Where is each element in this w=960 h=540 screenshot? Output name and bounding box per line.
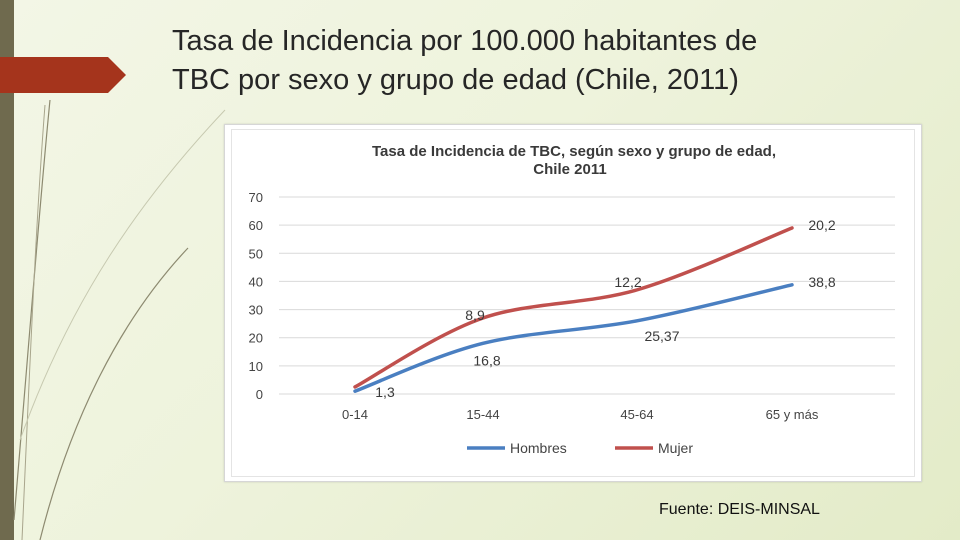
y-tick-label: 30	[249, 303, 263, 318]
chart-frame: Tasa de Incidencia de TBC, según sexo y …	[224, 124, 922, 482]
data-label: 1,3	[375, 384, 395, 400]
left-accent-bar	[0, 0, 14, 540]
y-tick-label: 70	[249, 190, 263, 205]
data-label: 38,8	[808, 274, 835, 290]
y-tick-label: 20	[249, 331, 263, 346]
x-tick-label: 65 y más	[766, 407, 819, 422]
slide-title: Tasa de Incidencia por 100.000 habitante…	[172, 22, 912, 100]
y-tick-label: 40	[249, 274, 263, 289]
x-tick-label: 15-44	[466, 407, 499, 422]
chart-title-line2: Chile 2011	[533, 161, 606, 178]
data-label: 25,37	[644, 328, 679, 344]
y-tick-label: 50	[249, 246, 263, 261]
line-chart: Tasa de Incidencia de TBC, según sexo y …	[249, 143, 895, 456]
decorative-lines	[13, 99, 226, 540]
chart-inner-border	[231, 129, 915, 477]
legend-label: Mujer	[658, 440, 693, 456]
slide-title-line2: TBC por sexo y grupo de edad (Chile, 201…	[172, 64, 739, 96]
slide-title-line1: Tasa de Incidencia por 100.000 habitante…	[172, 25, 758, 57]
data-label: 12,2	[614, 274, 641, 290]
data-label: 8,9	[465, 307, 485, 323]
title-arrow-tab	[0, 57, 126, 93]
data-label: 16,8	[473, 352, 500, 368]
series-line-hombres	[353, 283, 794, 393]
data-label: 20,2	[808, 217, 835, 233]
legend-label: Hombres	[510, 440, 567, 456]
source-note: Fuente: DEIS-MINSAL	[659, 501, 820, 518]
x-tick-label: 45-64	[620, 407, 653, 422]
x-tick-label: 0-14	[342, 407, 368, 422]
y-tick-label: 60	[249, 218, 263, 233]
y-tick-label: 10	[249, 359, 263, 374]
y-tick-label: 0	[256, 387, 263, 402]
series-line-mujer	[353, 226, 794, 389]
chart-title-line1: Tasa de Incidencia de TBC, según sexo y …	[372, 143, 776, 160]
